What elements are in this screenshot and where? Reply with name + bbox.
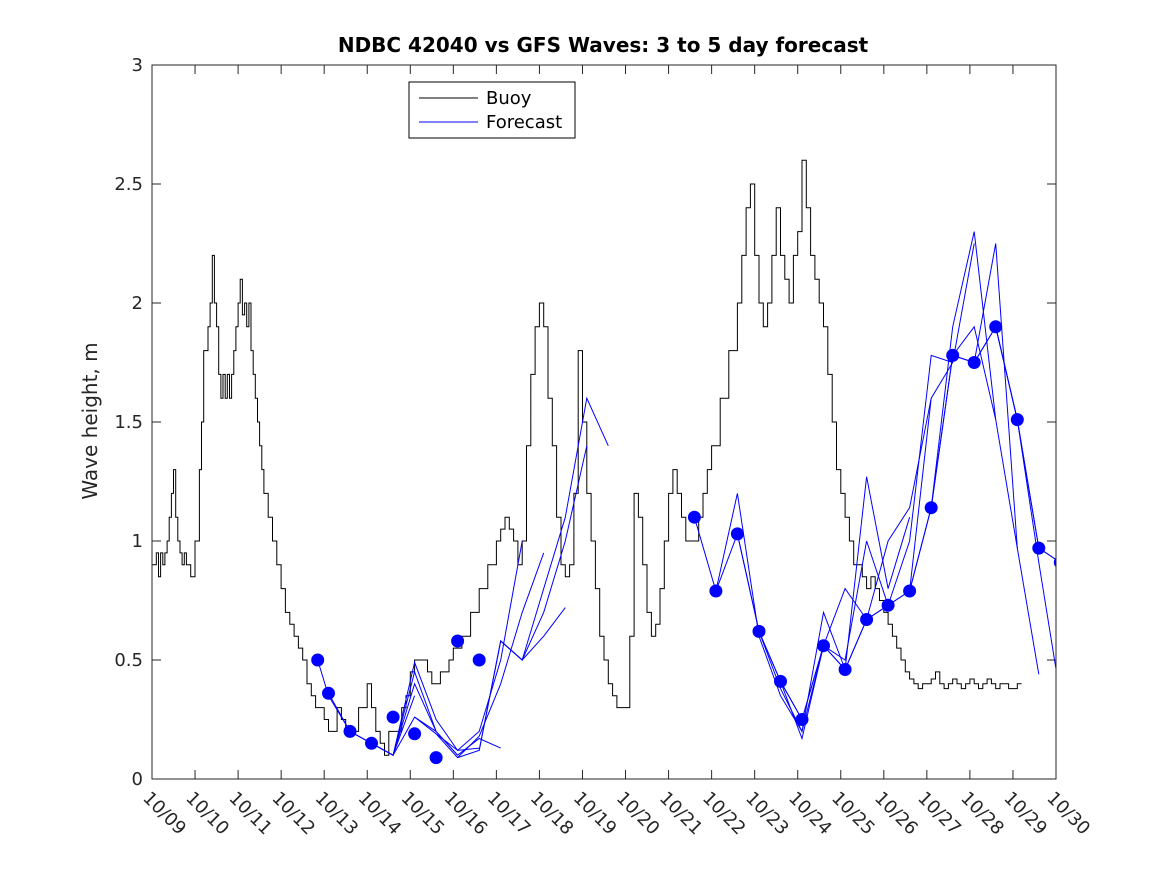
x-tick-label: 10/15 [397, 788, 449, 840]
forecast-marker-7 [429, 751, 443, 765]
y-axis-ticks: 0 0.5 1 1.5 2 2.5 3 [114, 55, 1056, 790]
forecast-marker-22 [946, 348, 960, 362]
x-tick-label: 10/13 [311, 788, 363, 840]
forecast-line-16 [801, 476, 911, 720]
forecast-marker-1 [311, 653, 325, 667]
forecast-marker-14 [774, 674, 787, 688]
forecast-marker-25 [1010, 413, 1024, 427]
x-tick-label: 10/18 [526, 788, 578, 840]
x-tick-label: 10/17 [483, 788, 535, 840]
y-tick-label: 1 [132, 531, 143, 552]
buoy-line [152, 159, 1022, 756]
y-tick-label: 2 [132, 293, 143, 314]
forecast-line-7 [435, 552, 545, 759]
x-tick-label: 10/09 [138, 788, 190, 840]
forecast-marker-5 [386, 710, 400, 724]
forecast-marker-21 [924, 501, 938, 515]
x-tick-label: 10/22 [698, 788, 750, 840]
forecast-marker-26 [1032, 541, 1046, 555]
forecast-marker-17 [838, 663, 852, 676]
x-tick-label: 10/25 [827, 788, 879, 840]
forecast-marker-4 [365, 736, 378, 750]
x-tick-label: 10/23 [741, 788, 793, 840]
chart-title: NDBC 42040 vs GFS Waves: 3 to 5 day fore… [338, 33, 869, 57]
forecast-marker-8 [451, 634, 465, 648]
forecast-marker-10 [687, 510, 701, 524]
x-tick-label: 10/27 [913, 788, 965, 840]
forecast-marker-6 [408, 727, 422, 741]
forecast-marker-24 [989, 320, 1003, 334]
forecast-marker-15 [795, 713, 809, 726]
forecast-marker-18 [860, 613, 874, 626]
forecast-marker-23 [967, 356, 981, 369]
x-tick-label: 10/19 [569, 788, 621, 840]
series-layer [152, 159, 1088, 765]
x-tick-label: 10/29 [999, 788, 1051, 840]
x-tick-label: 10/20 [612, 788, 664, 840]
forecast-line-10 [500, 396, 609, 661]
forecast-marker-2 [322, 686, 335, 700]
x-tick-label: 10/16 [440, 788, 492, 840]
x-tick-label: 10/26 [870, 788, 922, 840]
y-tick-label: 2.5 [114, 174, 143, 195]
forecast-line-6 [414, 540, 523, 752]
forecast-marker-16 [817, 639, 830, 653]
x-tick-label: 10/11 [225, 788, 277, 840]
forecast-marker-3 [343, 724, 357, 738]
x-tick-label: 10/21 [655, 788, 707, 840]
forecast-line-25 [995, 326, 1056, 561]
forecast-marker-13 [752, 624, 766, 638]
title-group: NDBC 42040 vs GFS Waves: 3 to 5 day fore… [338, 33, 869, 57]
x-tick-label: 10/24 [784, 788, 836, 840]
forecast-marker-20 [903, 584, 917, 598]
forecast-marker-9 [472, 653, 486, 667]
plot-background [152, 65, 1056, 779]
forecast-line-18 [844, 354, 953, 670]
forecast-line-5 [392, 716, 501, 756]
forecast-marker-19 [881, 598, 895, 612]
forecast-line-21 [909, 325, 1018, 592]
x-tick-label: 10/14 [354, 788, 406, 840]
forecast-line-22 [930, 243, 1040, 675]
y-tick-label: 0.5 [114, 650, 143, 671]
forecast-marker-12 [730, 527, 744, 541]
x-tick-label: 10/12 [268, 788, 320, 840]
forecast-marker-11 [709, 584, 723, 598]
legend-box [408, 81, 576, 139]
forecast-line-15 [780, 540, 889, 721]
forecast-marker-27 [1053, 557, 1056, 568]
legend: Buoy Forecast [408, 81, 576, 139]
legend-buoy-label: Buoy [486, 88, 532, 109]
y-tick-label: 0 [132, 769, 143, 790]
forecast-line-4 [371, 660, 480, 756]
legend-forecast-label: Forecast [486, 112, 562, 133]
plot-area [151, 64, 1088, 780]
forecast-line-9 [478, 445, 588, 751]
x-tick-label: 10/28 [956, 788, 1008, 840]
y-tick-label: 3 [132, 55, 143, 76]
forecast-line-14 [758, 587, 868, 741]
y-tick-label: 1.5 [114, 412, 143, 433]
forecast-marker-28 [1075, 668, 1088, 681]
x-tick-label: 10/30 [1042, 788, 1094, 840]
y-axis-label: Wave height, m [78, 342, 102, 499]
x-tick-label: 10/10 [181, 788, 233, 840]
